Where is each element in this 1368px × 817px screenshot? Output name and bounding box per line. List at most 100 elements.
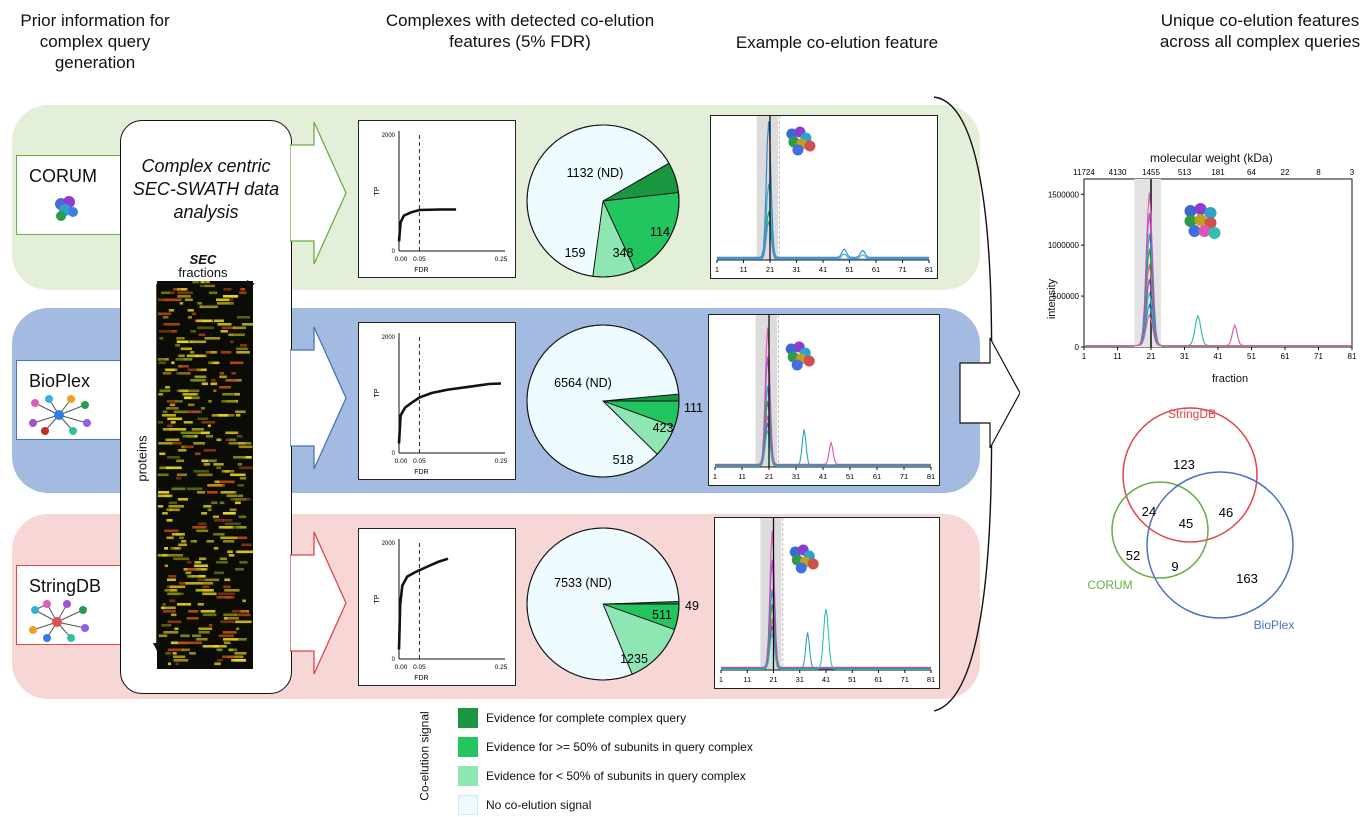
venn-string-only: 123 [1173, 457, 1195, 472]
heatmap-cell [188, 610, 199, 613]
heatmap-cell [219, 386, 232, 389]
header-unique: Unique co-elution features across all co… [1159, 11, 1361, 51]
heatmap-cell [179, 536, 184, 540]
pie-label: 7533 (ND) [554, 576, 612, 590]
network-icon [29, 395, 91, 435]
heatmap-cell [158, 634, 168, 638]
heatmap-cell [176, 473, 188, 477]
heatmap-cell [212, 515, 220, 519]
heatmap-cell [162, 316, 169, 319]
heatmap-cell [242, 599, 246, 603]
venn-circle-bioplex [1146, 471, 1294, 619]
elution-tick-label: 21 [765, 472, 773, 481]
complex-sphere [1204, 207, 1217, 219]
heatmap-cell [233, 393, 241, 396]
header-example: Example co-elution feature [735, 33, 939, 52]
heatmap-cell [216, 596, 232, 599]
elution-tick-label: 41 [822, 675, 830, 684]
elution-trace [715, 356, 931, 466]
heatmap-cell [175, 344, 180, 347]
heatmap-cell [160, 606, 165, 610]
network-icon [29, 600, 89, 642]
legend-swatch [458, 766, 478, 786]
heatmap-cell [213, 533, 225, 536]
complex-sphere [792, 144, 804, 156]
elution-panel-bioplex: 1 11 21 31 41 51 61 71 81 [708, 314, 940, 486]
heatmap-cell [157, 473, 169, 477]
heatmap-cell [183, 358, 193, 361]
heatmap-cell [161, 291, 170, 295]
heatmap-cell [197, 326, 215, 330]
heatmap-cell [223, 288, 232, 291]
analysis-title: Complex centric SEC-SWATH data analysis [132, 156, 280, 222]
venn-circle-string [1122, 407, 1258, 543]
heatmap-cell [177, 498, 189, 501]
heatmap-cell [207, 484, 222, 487]
heatmap-cell [182, 389, 200, 393]
heatmap-cell [173, 659, 189, 662]
elution-tick-label: 11 [743, 675, 751, 684]
heatmap-cell [235, 550, 249, 554]
heatmap-cell [213, 645, 227, 648]
big-elution-plot: molecular weight (kDa) 0 500000 1000000 150… [1040, 151, 1360, 395]
heatmap-cell [238, 445, 253, 449]
fdr-x-tick: 0.05 [413, 256, 426, 263]
heatmap-cell [218, 592, 235, 596]
heatmap-cell [222, 655, 236, 659]
pie-label: 159 [565, 246, 586, 260]
heatmap-cell [161, 606, 176, 610]
heatmap-cell [169, 589, 178, 592]
heatmap-cell [201, 512, 208, 515]
heatmap-cell [192, 379, 201, 382]
elution-tick-label: 81 [927, 472, 935, 481]
heatmap-cell [206, 540, 214, 543]
heatmap-cell [233, 333, 245, 337]
complex-sphere [1184, 205, 1197, 217]
fdr-x-tick: 0.00 [395, 256, 408, 263]
heatmap-cell [166, 578, 176, 582]
heatmap-cell [227, 655, 244, 659]
heatmap-cell [199, 284, 207, 288]
elution-tick-label: 71 [898, 265, 906, 274]
heatmap-cell [236, 536, 248, 540]
heatmap-cell [157, 358, 169, 361]
heatmap-cell [204, 337, 221, 340]
y-tick-label: 1000000 [1048, 241, 1080, 250]
pie-label: 423 [653, 421, 674, 435]
heatmap-cell [189, 340, 207, 344]
header-complexes: Complexes with detected co-elution featu… [385, 11, 655, 51]
heatmap-cell [166, 400, 177, 403]
heatmap-cell [159, 389, 171, 393]
pie-label: 49 [685, 599, 699, 613]
elution-tick-label: 51 [845, 265, 853, 274]
heatmap-cell [171, 487, 186, 491]
heatmap-cell [233, 659, 246, 662]
heatmap-cell [197, 603, 204, 606]
heatmap-cell [217, 323, 232, 326]
heatmap-cell [185, 571, 192, 575]
heatmap-cell [157, 312, 172, 316]
mw-tick-label: 3 [1350, 168, 1355, 177]
heatmap-cell [220, 536, 237, 540]
heatmap-cell [188, 641, 203, 645]
x-tick-label: 61 [1281, 352, 1290, 361]
source-label-bioplex: BioPlex [29, 371, 91, 391]
heatmap-cell [178, 543, 188, 547]
heatmap-cell [218, 526, 233, 529]
heatmap-cell [221, 470, 230, 473]
fdr-y-tick: 0 [392, 451, 396, 457]
header-prior: Prior information for complex query gene… [20, 11, 170, 72]
heatmap-cell [190, 568, 207, 571]
heatmap-cell [200, 407, 205, 410]
heatmap-cell [191, 312, 197, 316]
heatmap-cell [198, 354, 206, 358]
elution-tick-label: 81 [927, 675, 935, 684]
heatmap-cell [162, 372, 172, 375]
heatmap-cell [201, 459, 217, 463]
heatmap-cell [157, 505, 164, 508]
heatmap-cell [186, 617, 199, 620]
complex-sphere [1188, 225, 1201, 237]
heatmap-cell [181, 445, 194, 449]
heatmap-cell [166, 536, 174, 540]
heatmap-cell [179, 365, 190, 368]
